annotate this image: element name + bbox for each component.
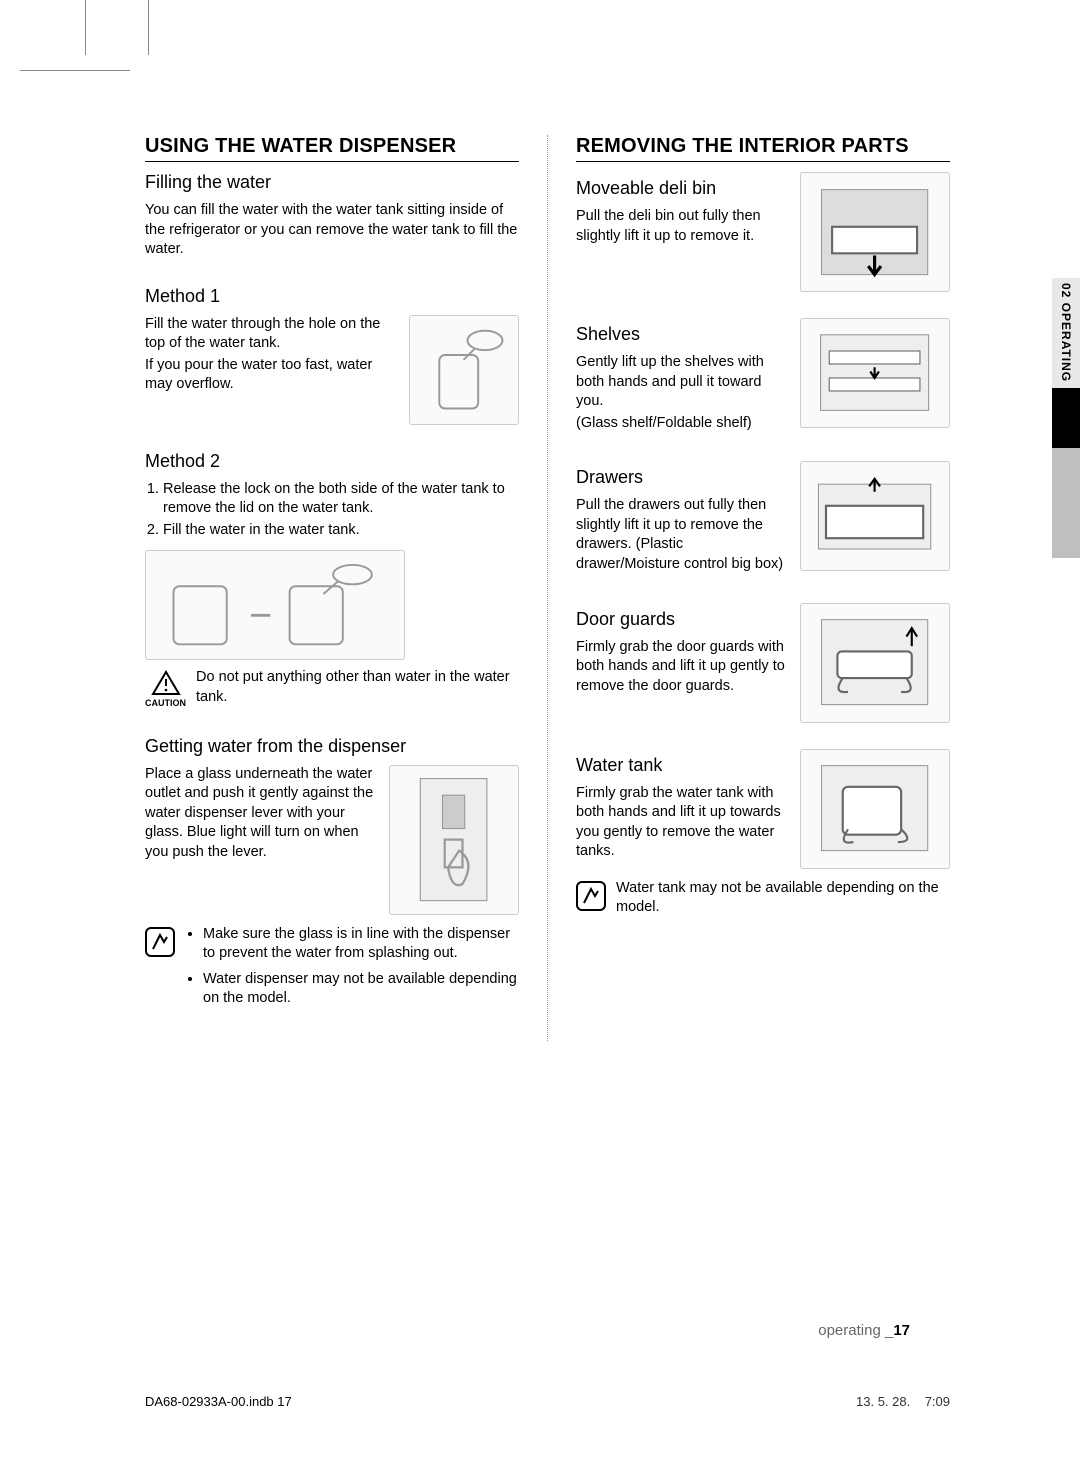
deli-body: Pull the deli bin out fully then slightl… (576, 207, 788, 246)
footer-date: 13. 5. 28. (856, 1394, 910, 1409)
door-block: Door guards Firmly grab the door guards … (576, 603, 950, 723)
tank-illustration (800, 749, 950, 869)
page-number: operating _17 (818, 1322, 910, 1339)
note-b1: Make sure the glass is in line with the … (203, 925, 519, 964)
page-num: 17 (893, 1322, 910, 1339)
footer-file: DA68-02933A-00.indb 17 (145, 1394, 292, 1409)
right-column: REMOVING THE INTERIOR PARTS Moveable del… (576, 135, 950, 1041)
caution-text: Do not put anything other than water in … (196, 668, 519, 707)
drawers-title: Drawers (576, 467, 788, 488)
left-column: USING THE WATER DISPENSER Filling the wa… (145, 135, 519, 1041)
note-b2: Water dispenser may not be available dep… (203, 970, 519, 1009)
deli-title: Moveable deli bin (576, 178, 788, 199)
section-title-left: USING THE WATER DISPENSER (145, 135, 519, 162)
method2-title: Method 2 (145, 451, 519, 472)
shelves-body2: (Glass shelf/Foldable shelf) (576, 414, 788, 434)
method1-body1: Fill the water through the hole on the t… (145, 315, 397, 354)
deli-block: Moveable deli bin Pull the deli bin out … (576, 172, 950, 292)
method2-illustration (145, 550, 405, 660)
filling-title: Filling the water (145, 172, 519, 193)
note-icon (576, 881, 606, 911)
door-illustration (800, 603, 950, 723)
tank-body: Firmly grab the water tank with both han… (576, 784, 788, 862)
note-row-left: Make sure the glass is in line with the … (145, 925, 519, 1015)
page: USING THE WATER DISPENSER Filling the wa… (0, 0, 1080, 1469)
doc-footer: DA68-02933A-00.indb 17 13. 5. 28. 7:09 (145, 1394, 950, 1409)
shelves-illustration (800, 318, 950, 428)
caution-icon: CAUTION (145, 670, 186, 708)
column-divider (547, 135, 548, 1041)
shelves-title: Shelves (576, 324, 788, 345)
tank-title: Water tank (576, 755, 788, 776)
note-icon (145, 927, 175, 957)
method1-body2: If you pour the water too fast, water ma… (145, 356, 397, 395)
door-title: Door guards (576, 609, 788, 630)
footer-time: 7:09 (925, 1394, 950, 1409)
getting-block: Getting water from the dispenser Place a… (145, 736, 519, 1015)
drawers-block: Drawers Pull the drawers out fully then … (576, 461, 950, 576)
caution-label: CAUTION (145, 698, 186, 708)
getting-illustration (389, 765, 519, 915)
drawers-illustration (800, 461, 950, 571)
method1-illustration (409, 315, 519, 425)
section-title-right: REMOVING THE INTERIOR PARTS (576, 135, 950, 162)
deli-illustration (800, 172, 950, 292)
tank-block: Water tank Firmly grab the water tank wi… (576, 749, 950, 920)
method1-title: Method 1 (145, 286, 519, 307)
method2-item2: Fill the water in the water tank. (163, 521, 519, 541)
filling-block: Filling the water You can fill the water… (145, 172, 519, 260)
shelves-body: Gently lift up the shelves with both han… (576, 353, 788, 412)
page-section: operating (818, 1322, 881, 1339)
method2-item1: Release the lock on the both side of the… (163, 480, 519, 519)
getting-body: Place a glass underneath the water outle… (145, 765, 377, 863)
door-body: Firmly grab the door guards with both ha… (576, 638, 788, 697)
drawers-body: Pull the drawers out fully then slightly… (576, 496, 788, 574)
filling-body: You can fill the water with the water ta… (145, 201, 519, 260)
method2-block: Method 2 Release the lock on the both si… (145, 451, 519, 710)
shelves-block: Shelves Gently lift up the shelves with … (576, 318, 950, 435)
note-row-right: Water tank may not be available dependin… (576, 879, 950, 920)
method1-block: Method 1 Fill the water through the hole… (145, 286, 519, 425)
caution-row: CAUTION Do not put anything other than w… (145, 668, 519, 709)
getting-title: Getting water from the dispenser (145, 736, 519, 757)
tank-note: Water tank may not be available dependin… (616, 879, 950, 918)
